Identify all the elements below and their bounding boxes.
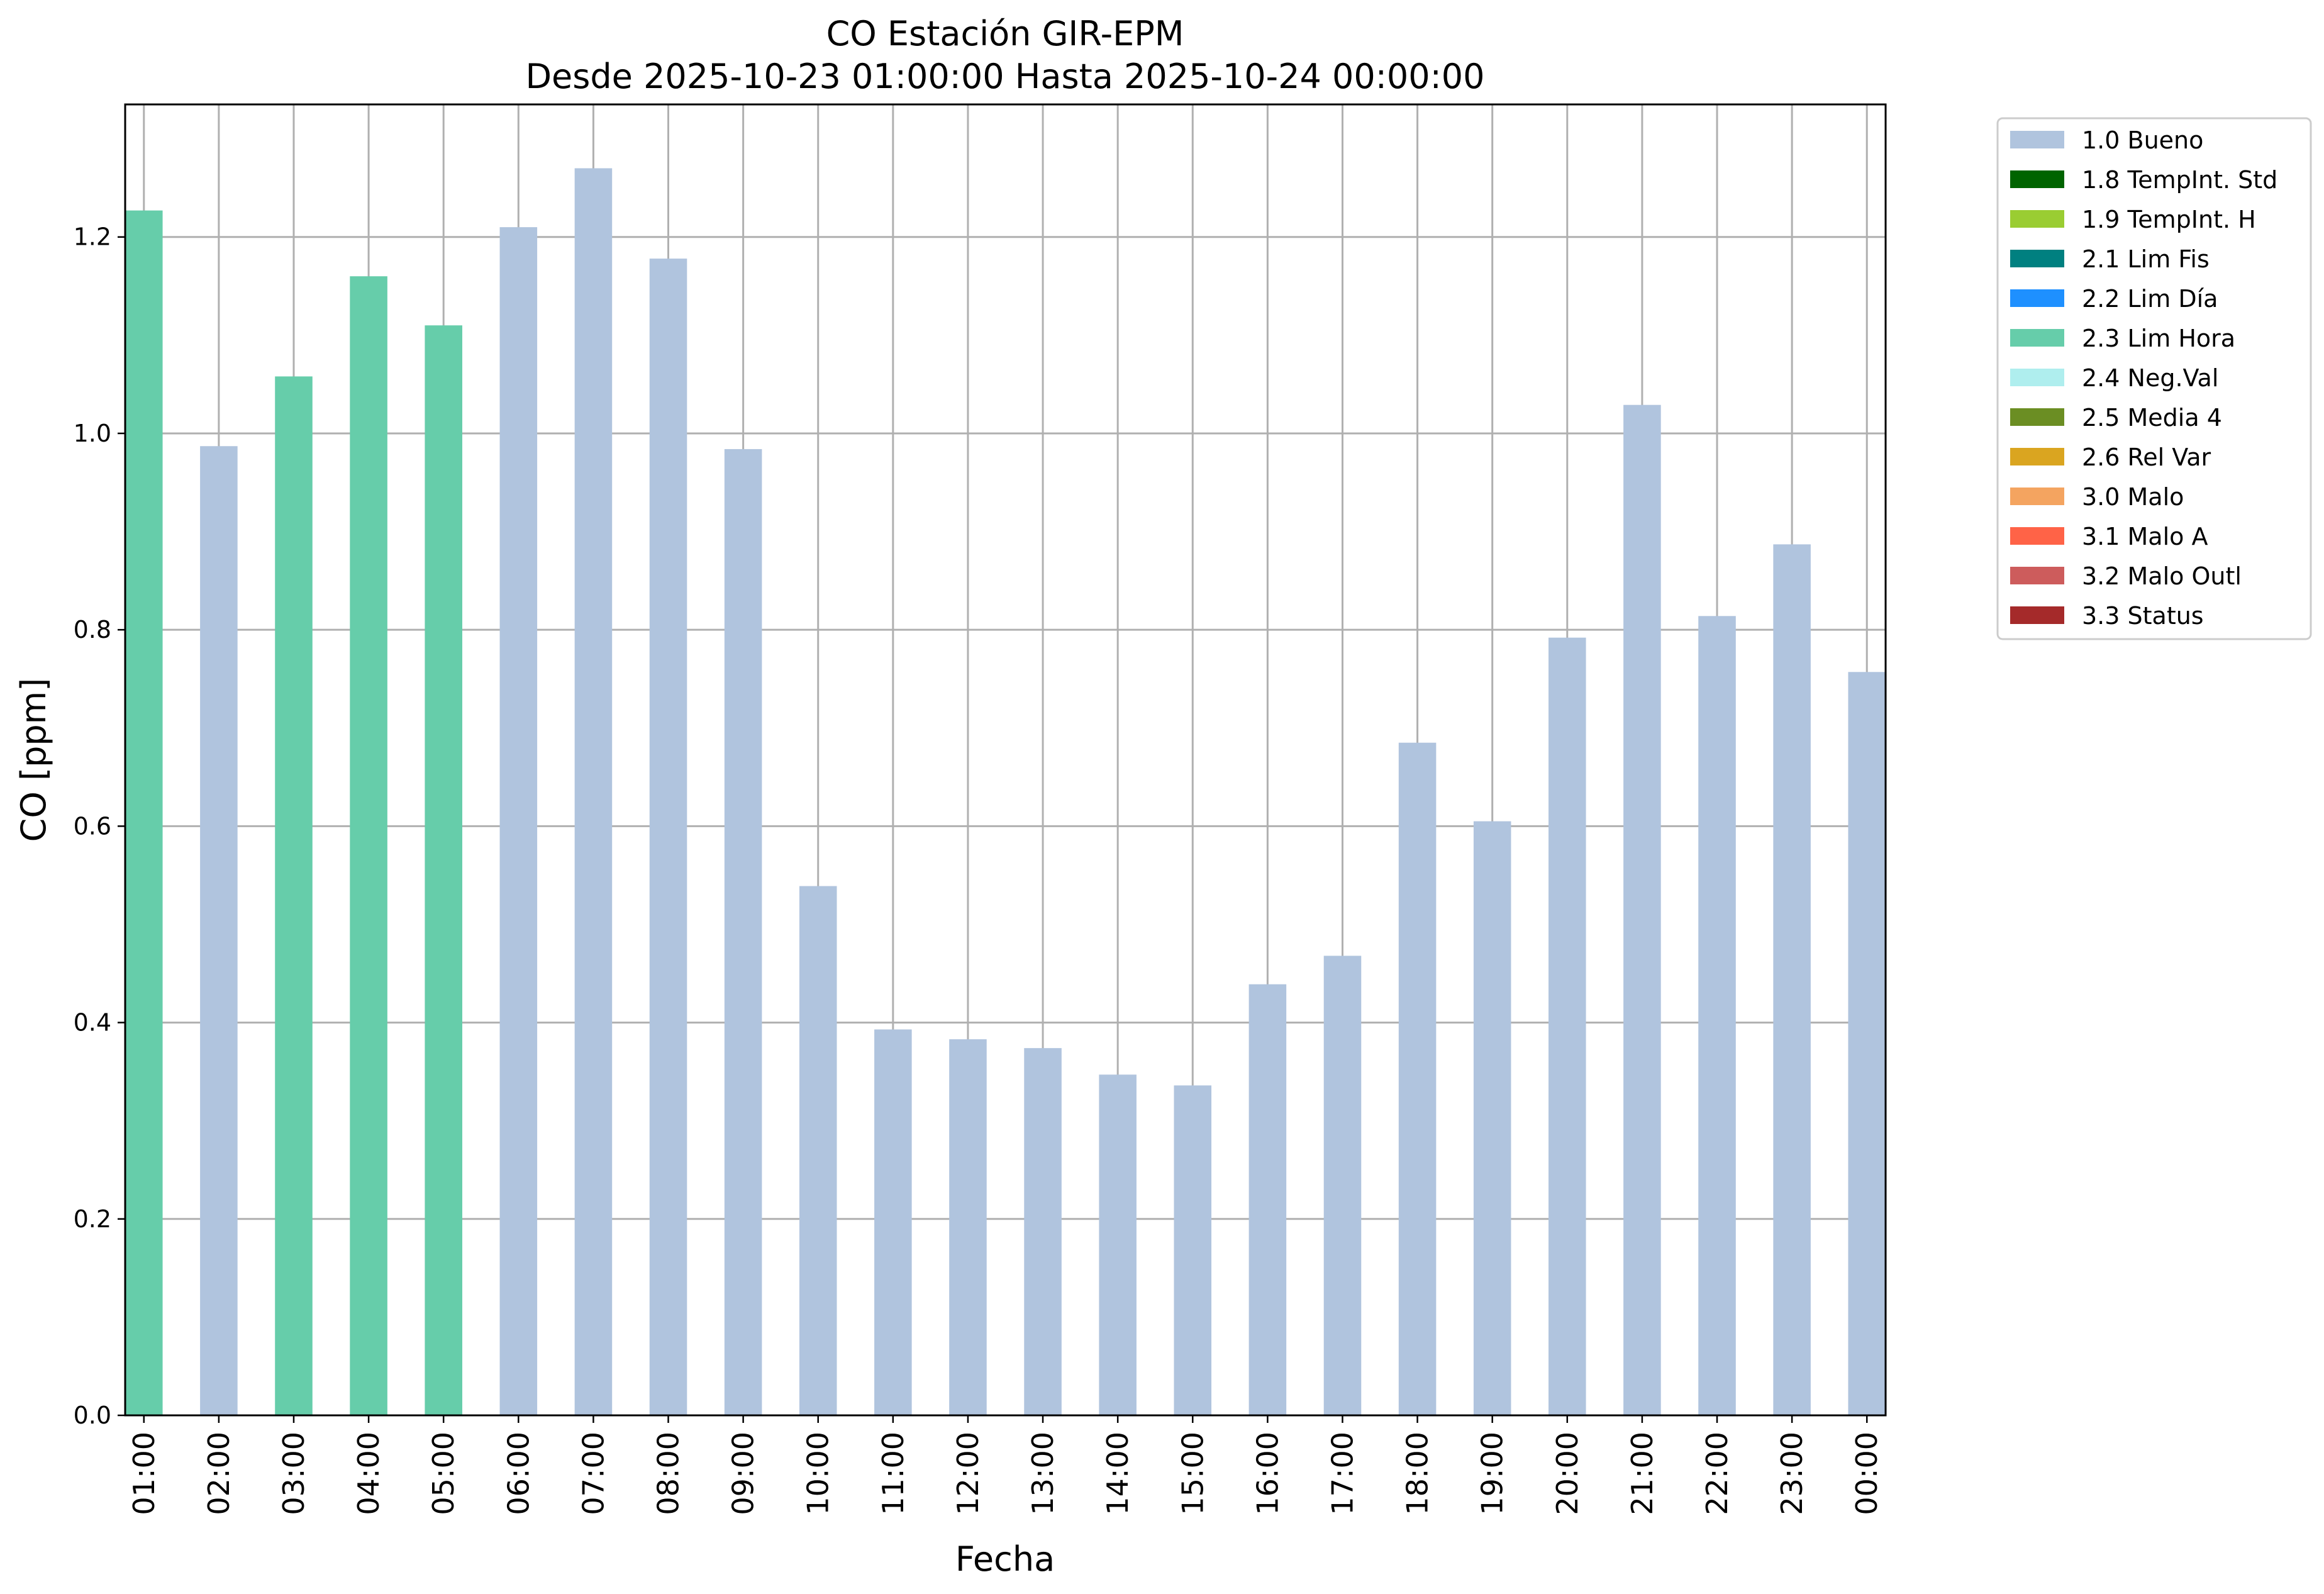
bar [1548, 637, 1586, 1415]
legend-label: 1.9 TempInt. H [2082, 206, 2256, 233]
bar [724, 449, 762, 1415]
bar [1848, 672, 1886, 1415]
legend-swatch [2010, 289, 2064, 307]
legend-swatch [2010, 250, 2064, 267]
x-tick-label: 00:00 [1850, 1432, 1884, 1515]
bar [949, 1039, 987, 1415]
x-tick-label: 23:00 [1775, 1432, 1809, 1515]
legend-frame [1996, 117, 2312, 640]
y-axis-label: CO [ppm] [14, 678, 53, 842]
bar [874, 1029, 912, 1415]
x-tick-label: 11:00 [876, 1432, 910, 1515]
legend-label: 1.8 TempInt. Std [2082, 166, 2277, 194]
legend-label: 3.1 Malo A [2082, 523, 2208, 550]
legend-swatch [2010, 448, 2064, 465]
grid-layer [125, 104, 1886, 1415]
x-tick-label: 13:00 [1026, 1432, 1060, 1515]
x-axis-label: Fecha [955, 1539, 1055, 1579]
y-tick-label: 0.2 [74, 1205, 111, 1233]
bar [1174, 1085, 1212, 1415]
x-tick-label: 08:00 [652, 1432, 686, 1515]
bar [1773, 544, 1811, 1415]
x-tick-label: 15:00 [1176, 1432, 1209, 1515]
y-axis-ticks: 0.0 0.2 0.4 0.6 0.8 1.0 1.2 [74, 223, 125, 1429]
bar [574, 168, 613, 1416]
x-tick-label: 18:00 [1401, 1432, 1435, 1515]
legend-label: 3.2 Malo Outl [2082, 562, 2242, 590]
x-tick-label: 19:00 [1476, 1432, 1509, 1515]
x-tick-label: 14:00 [1101, 1432, 1135, 1515]
bar [1024, 1048, 1062, 1415]
plot-frame [124, 103, 1887, 1417]
legend-swatch [2010, 369, 2064, 386]
bar [499, 227, 538, 1415]
bar [350, 276, 387, 1415]
bar [200, 446, 238, 1416]
y-tick-label: 0.4 [74, 1009, 111, 1037]
bar [799, 886, 837, 1415]
x-tick-label: 07:00 [576, 1432, 610, 1515]
y-tick-label: 0.6 [74, 812, 111, 840]
x-tick-label: 01:00 [127, 1432, 161, 1515]
y-tick-label: 0.8 [74, 616, 111, 644]
legend: 1.0 Bueno 1.8 TempInt. Std 1.9 TempInt. H 2… [1996, 117, 2312, 640]
legend-swatch [2010, 210, 2064, 228]
x-tick-label: 04:00 [352, 1432, 386, 1515]
bar [649, 259, 687, 1415]
bar [1398, 742, 1437, 1415]
bar [425, 325, 462, 1415]
y-tick-label: 0.0 [74, 1402, 111, 1429]
legend-label: 2.2 Lim Día [2082, 285, 2218, 313]
x-tick-label: 09:00 [726, 1432, 760, 1515]
bar [1248, 984, 1287, 1415]
bar [275, 376, 313, 1416]
legend-swatch [2010, 131, 2064, 148]
x-tick-label: 21:00 [1625, 1432, 1659, 1515]
bar [1099, 1074, 1137, 1415]
x-tick-label: 06:00 [501, 1432, 535, 1515]
legend-label: 3.3 Status [2082, 602, 2204, 630]
legend-swatch [2010, 329, 2064, 347]
bar [1698, 616, 1736, 1415]
bar [1473, 821, 1511, 1415]
legend-swatch [2010, 606, 2064, 624]
y-tick-label: 1.0 [74, 420, 111, 447]
legend-swatch [2010, 408, 2064, 426]
legend-label: 2.4 Neg.Val [2082, 364, 2218, 392]
legend-swatch [2010, 170, 2064, 188]
legend-label: 2.1 Lim Fis [2082, 245, 2210, 273]
x-tick-label: 17:00 [1325, 1432, 1359, 1515]
legend-swatch [2010, 488, 2064, 505]
x-tick-label: 02:00 [202, 1432, 236, 1515]
legend-label: 2.6 Rel Var [2082, 443, 2211, 471]
bars-layer [125, 168, 1886, 1416]
bar [1623, 404, 1661, 1415]
x-tick-label: 20:00 [1550, 1432, 1584, 1515]
legend-label: 2.3 Lim Hora [2082, 325, 2235, 352]
legend-label: 1.0 Bueno [2082, 126, 2203, 154]
legend-swatch [2010, 527, 2064, 545]
bar [125, 210, 163, 1415]
chart-title: CO Estación GIR-EPM [826, 14, 1184, 53]
x-tick-label: 10:00 [801, 1432, 835, 1515]
x-tick-label: 12:00 [951, 1432, 985, 1515]
x-axis-ticks: 01:00 02:00 03:00 04:00 05:00 06:00 07:00 08:00… [127, 1415, 1884, 1515]
bar [1323, 956, 1362, 1415]
legend-swatch [2010, 567, 2064, 584]
legend-label: 2.5 Media 4 [2082, 404, 2222, 432]
y-tick-label: 1.2 [74, 223, 111, 251]
legend-label: 3.0 Malo [2082, 483, 2184, 511]
x-tick-label: 22:00 [1700, 1432, 1734, 1515]
x-tick-label: 05:00 [426, 1432, 460, 1515]
x-tick-label: 03:00 [277, 1432, 311, 1515]
x-tick-label: 16:00 [1250, 1432, 1284, 1515]
chart-subtitle: Desde 2025-10-23 01:00:00 Hasta 2025-10-… [525, 57, 1484, 96]
